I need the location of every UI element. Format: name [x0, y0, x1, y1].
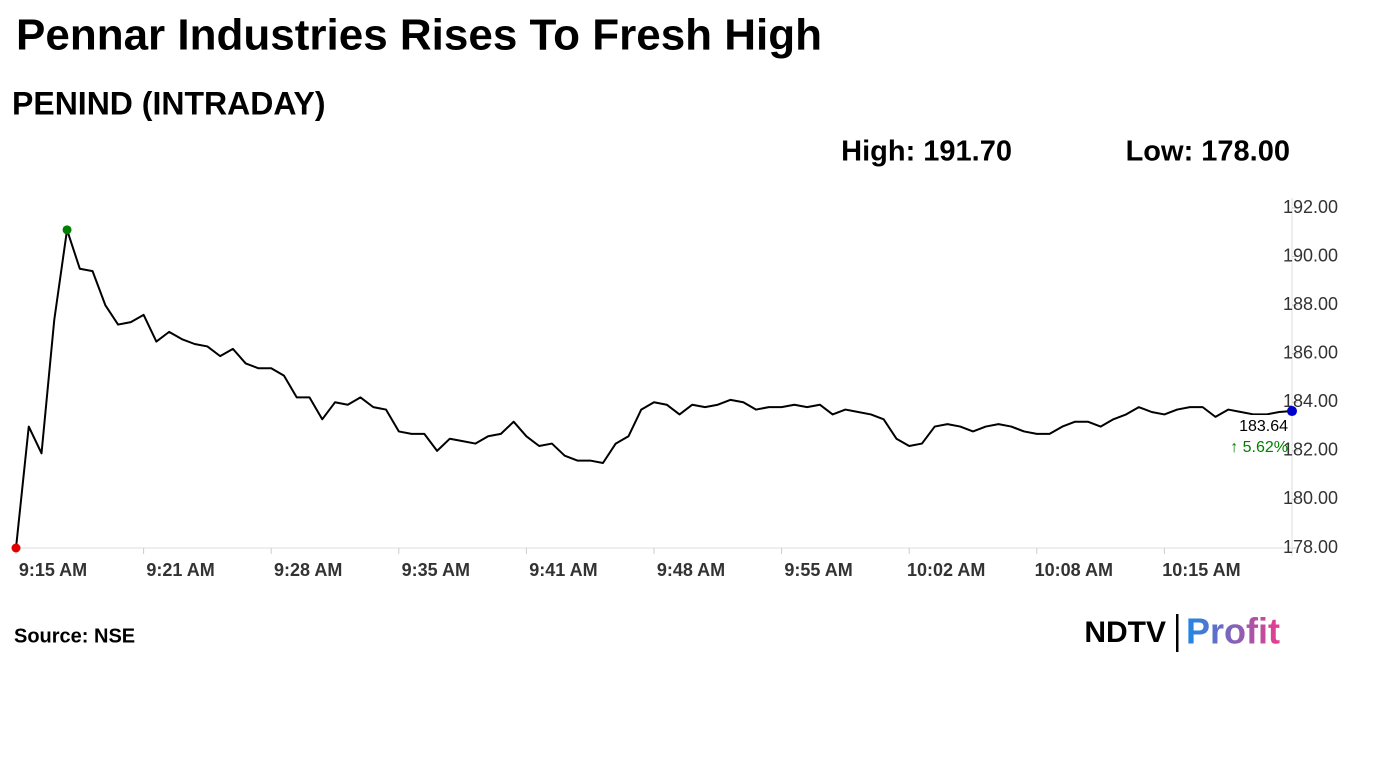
low-label: Low: 178.00: [1126, 136, 1290, 168]
price-line: [15, 228, 1293, 549]
x-tick-label: 10:08 AM: [1035, 560, 1113, 580]
y-tick-label: 192.00: [1283, 197, 1338, 217]
y-tick-label: 190.00: [1283, 245, 1338, 265]
high-marker: [62, 225, 72, 235]
logo-divider: [1176, 614, 1179, 652]
chart-title: Pennar Industries Rises To Fresh High: [16, 11, 822, 60]
x-tick-label: 9:41 AM: [529, 560, 597, 580]
y-tick-label: 184.00: [1283, 391, 1338, 411]
last-label: 183.64: [1239, 418, 1288, 435]
last-label-bg: [1226, 415, 1288, 438]
low-marker: [11, 543, 21, 553]
x-tick-label: 9:15 AM: [19, 560, 87, 580]
y-tick-label: 188.00: [1283, 294, 1338, 314]
y-tick-label: 180.00: [1283, 488, 1338, 508]
high-label: High: 191.70: [841, 136, 1012, 168]
source: Source: NSE: [14, 625, 135, 647]
x-tick-label: 9:55 AM: [784, 560, 852, 580]
logo-product: Profit: [1186, 611, 1280, 652]
logo-brand: NDTV: [1084, 616, 1166, 649]
x-tick-label: 10:15 AM: [1162, 560, 1240, 580]
x-tick-label: 9:35 AM: [402, 560, 470, 580]
y-tick-label: 182.00: [1283, 440, 1338, 460]
x-tick-label: 10:02 AM: [907, 560, 985, 580]
x-tick-label: 9:48 AM: [657, 560, 725, 580]
y-tick-label: 178.00: [1283, 537, 1338, 557]
x-tick-label: 9:28 AM: [274, 560, 342, 580]
change-label: ↑ 5.62%: [1230, 439, 1288, 456]
chart-subtitle: PENIND (INTRADAY): [12, 85, 326, 121]
last-marker: [1287, 406, 1297, 417]
x-tick-label: 9:21 AM: [146, 560, 214, 580]
y-tick-label: 186.00: [1283, 342, 1338, 362]
